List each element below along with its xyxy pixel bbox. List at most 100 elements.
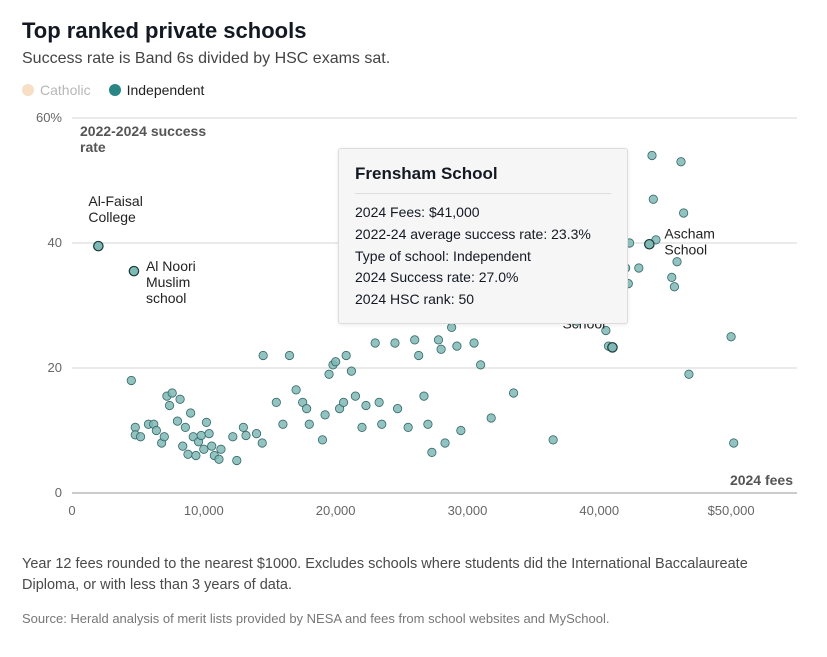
data-point[interactable] — [184, 450, 192, 458]
data-point[interactable] — [233, 456, 241, 464]
data-point[interactable] — [321, 411, 329, 419]
svg-text:10,000: 10,000 — [184, 503, 224, 518]
svg-text:20: 20 — [48, 360, 62, 375]
data-point[interactable] — [252, 429, 260, 437]
data-point[interactable] — [205, 429, 213, 437]
data-point[interactable] — [457, 426, 465, 434]
svg-text:20,000: 20,000 — [316, 503, 356, 518]
data-point[interactable] — [437, 345, 445, 353]
data-point[interactable] — [173, 417, 181, 425]
annotation-label: school — [146, 290, 186, 306]
data-point[interactable] — [215, 455, 223, 463]
data-point[interactable] — [404, 423, 412, 431]
data-point[interactable] — [179, 442, 187, 450]
data-point[interactable] — [727, 333, 735, 341]
data-point[interactable] — [487, 414, 495, 422]
svg-text:rate: rate — [80, 139, 106, 155]
tooltip-row: Type of school: Independent — [355, 246, 611, 268]
data-point[interactable] — [202, 418, 210, 426]
data-point[interactable] — [685, 370, 693, 378]
data-point[interactable] — [375, 398, 383, 406]
data-point[interactable] — [411, 336, 419, 344]
svg-text:0: 0 — [55, 485, 62, 500]
data-point[interactable] — [476, 361, 484, 369]
data-point[interactable] — [239, 423, 247, 431]
data-point[interactable] — [391, 339, 399, 347]
data-point[interactable] — [325, 370, 333, 378]
data-point[interactable] — [670, 283, 678, 291]
data-point[interactable] — [258, 439, 266, 447]
data-point[interactable] — [358, 423, 366, 431]
data-point[interactable] — [186, 409, 194, 417]
data-point[interactable] — [192, 451, 200, 459]
data-point[interactable] — [648, 151, 656, 159]
data-point[interactable] — [217, 445, 225, 453]
data-point[interactable] — [509, 389, 517, 397]
data-point[interactable] — [292, 386, 300, 394]
tooltip-row: 2022-24 average success rate: 23.3% — [355, 224, 611, 246]
data-point[interactable] — [649, 195, 657, 203]
legend-item: Independent — [109, 82, 205, 98]
scatter-chart[interactable]: 0204060%010,00020,00030,00040,000$50,000… — [22, 108, 805, 538]
data-point[interactable] — [272, 398, 280, 406]
legend-item: Catholic — [22, 82, 91, 98]
data-point[interactable] — [279, 420, 287, 428]
data-point[interactable] — [136, 433, 144, 441]
chart-title: Top ranked private schools — [22, 18, 805, 44]
legend-swatch — [109, 84, 121, 96]
data-point[interactable] — [197, 431, 205, 439]
svg-text:40: 40 — [48, 235, 62, 250]
data-point[interactable] — [176, 395, 184, 403]
data-point[interactable] — [229, 433, 237, 441]
data-point[interactable] — [428, 448, 436, 456]
data-point[interactable] — [679, 209, 687, 217]
data-point[interactable] — [470, 339, 478, 347]
data-point[interactable] — [420, 392, 428, 400]
data-point[interactable] — [127, 376, 135, 384]
data-point[interactable] — [305, 420, 313, 428]
tooltip-row: 2024 Success rate: 27.0% — [355, 267, 611, 289]
data-point[interactable] — [730, 439, 738, 447]
svg-text:$50,000: $50,000 — [708, 503, 755, 518]
legend: Catholic Independent — [22, 82, 805, 98]
data-point[interactable] — [635, 264, 643, 272]
data-point[interactable] — [441, 439, 449, 447]
annotation-label: Ascham — [664, 225, 715, 241]
data-point[interactable] — [434, 336, 442, 344]
annotation-label: Al-Faisal — [88, 193, 142, 209]
legend-label: Catholic — [40, 82, 91, 98]
data-point[interactable] — [393, 404, 401, 412]
data-point[interactable] — [302, 404, 310, 412]
data-point[interactable] — [347, 367, 355, 375]
data-point[interactable] — [673, 258, 681, 266]
data-point[interactable] — [318, 436, 326, 444]
tooltip-row: 2024 HSC rank: 50 — [355, 289, 611, 311]
data-point[interactable] — [165, 401, 173, 409]
data-point[interactable] — [677, 158, 685, 166]
data-point[interactable] — [160, 433, 168, 441]
data-point[interactable] — [208, 442, 216, 450]
data-point[interactable] — [339, 398, 347, 406]
data-point[interactable] — [152, 426, 160, 434]
data-point[interactable] — [549, 436, 557, 444]
data-point[interactable] — [331, 358, 339, 366]
data-point[interactable] — [447, 323, 455, 331]
data-point[interactable] — [285, 351, 293, 359]
data-point[interactable] — [259, 351, 267, 359]
chart-source: Source: Herald analysis of merit lists p… — [22, 611, 805, 626]
data-point[interactable] — [424, 420, 432, 428]
data-point[interactable] — [242, 431, 250, 439]
data-point[interactable] — [168, 389, 176, 397]
legend-swatch — [22, 84, 34, 96]
data-point[interactable] — [181, 423, 189, 431]
data-point[interactable] — [351, 392, 359, 400]
data-point[interactable] — [371, 339, 379, 347]
data-point[interactable] — [414, 351, 422, 359]
data-point[interactable] — [200, 445, 208, 453]
data-point[interactable] — [342, 351, 350, 359]
data-point[interactable] — [668, 273, 676, 281]
data-point[interactable] — [362, 401, 370, 409]
data-point[interactable] — [378, 420, 386, 428]
data-point[interactable] — [453, 342, 461, 350]
tooltip-row: 2024 Fees: $41,000 — [355, 202, 611, 224]
